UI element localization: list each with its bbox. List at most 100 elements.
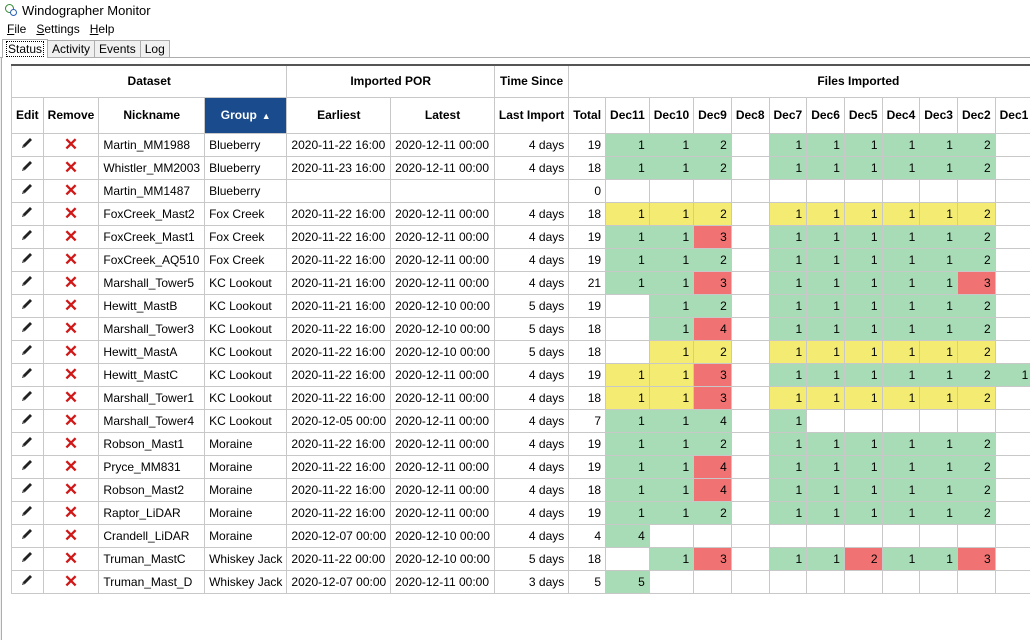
files-imported-cell: 1 xyxy=(919,316,958,341)
files-imported-cell xyxy=(994,247,1030,272)
pencil-edit-icon[interactable] xyxy=(20,366,34,380)
menu-help[interactable]: Help xyxy=(85,22,120,36)
column-header-day[interactable]: Dec5 xyxy=(843,96,883,134)
remove-x-icon[interactable]: ✕ xyxy=(63,411,79,430)
edit-cell xyxy=(11,247,44,272)
pencil-edit-icon[interactable] xyxy=(20,136,34,150)
nickname-cell: Pryce_MM831 xyxy=(98,454,206,479)
column-header-day[interactable]: Dec9 xyxy=(693,96,732,134)
files-imported-cell xyxy=(881,178,921,203)
files-imported-cell: 1 xyxy=(881,431,921,456)
remove-x-icon[interactable]: ✕ xyxy=(63,204,79,223)
column-header-day[interactable]: Dec6 xyxy=(806,96,845,134)
earliest-cell: 2020-11-22 16:00 xyxy=(286,201,392,226)
earliest-cell: 2020-11-23 16:00 xyxy=(286,155,392,180)
remove-x-icon[interactable]: ✕ xyxy=(63,365,79,384)
files-imported-cell xyxy=(768,523,808,548)
remove-x-icon[interactable]: ✕ xyxy=(63,549,79,568)
pencil-edit-icon[interactable] xyxy=(20,205,34,219)
earliest-cell: 2020-11-22 16:00 xyxy=(286,362,392,387)
tab-status[interactable]: Status xyxy=(2,39,49,58)
remove-x-icon[interactable]: ✕ xyxy=(63,434,79,453)
tab-log[interactable]: Log xyxy=(139,40,170,57)
nickname-cell: Hewitt_MastC xyxy=(98,362,206,387)
remove-x-icon[interactable]: ✕ xyxy=(63,273,79,292)
pencil-edit-icon[interactable] xyxy=(20,481,34,495)
remove-x-icon[interactable]: ✕ xyxy=(63,319,79,338)
remove-x-icon[interactable]: ✕ xyxy=(63,342,79,361)
remove-x-icon[interactable]: ✕ xyxy=(63,388,79,407)
column-header-earliest[interactable]: Earliest xyxy=(286,96,392,134)
files-imported-cell: 1 xyxy=(843,224,883,249)
remove-x-icon[interactable]: ✕ xyxy=(63,480,79,499)
latest-cell: 2020-12-11 00:00 xyxy=(390,454,495,479)
pencil-edit-icon[interactable] xyxy=(20,412,34,426)
pencil-edit-icon[interactable] xyxy=(20,458,34,472)
files-imported-cell: 1 xyxy=(919,132,958,157)
files-imported-cell xyxy=(956,408,996,433)
files-imported-cell: 1 xyxy=(768,362,808,387)
column-header-last-import[interactable]: Last Import xyxy=(493,96,570,134)
remove-x-icon[interactable]: ✕ xyxy=(63,296,79,315)
pencil-edit-icon[interactable] xyxy=(20,435,34,449)
files-imported-cell: 1 xyxy=(806,293,845,318)
column-header-nickname[interactable]: Nickname xyxy=(98,96,206,134)
remove-x-icon[interactable]: ✕ xyxy=(63,158,79,177)
files-imported-cell: 1 xyxy=(648,293,695,318)
table-row: ✕ Marshall_Tower1 KC Lookout 2020-11-22 16:… xyxy=(11,385,1030,410)
latest-cell: 2020-12-10 00:00 xyxy=(390,546,495,571)
column-header-day[interactable]: Dec11 xyxy=(605,96,650,134)
column-header-edit[interactable]: Edit xyxy=(11,96,44,134)
pencil-edit-icon[interactable] xyxy=(20,343,34,357)
remove-x-icon[interactable]: ✕ xyxy=(63,526,79,545)
column-header-latest[interactable]: Latest xyxy=(390,96,495,134)
pencil-edit-icon[interactable] xyxy=(20,573,34,587)
column-header-day[interactable]: Dec2 xyxy=(956,96,996,134)
pencil-edit-icon[interactable] xyxy=(20,320,34,334)
remove-cell: ✕ xyxy=(42,247,100,272)
pencil-edit-icon[interactable] xyxy=(20,389,34,403)
column-header-day[interactable]: Dec3 xyxy=(919,96,958,134)
column-header-group[interactable]: Group ▲ xyxy=(204,96,288,134)
column-header-day[interactable]: Dec8 xyxy=(730,96,770,134)
files-imported-cell: 1 xyxy=(843,270,883,295)
remove-x-icon[interactable]: ✕ xyxy=(63,572,79,591)
tab-activity[interactable]: Activity xyxy=(47,40,96,57)
pencil-edit-icon[interactable] xyxy=(20,182,34,196)
files-imported-cell: 1 xyxy=(648,477,695,502)
pencil-edit-icon[interactable] xyxy=(20,159,34,173)
nickname-cell: Whistler_MM2003 xyxy=(98,155,206,180)
pencil-edit-icon[interactable] xyxy=(20,527,34,541)
column-header-day[interactable]: Dec7 xyxy=(768,96,808,134)
menu-file[interactable]: File xyxy=(2,22,31,36)
remove-x-icon[interactable]: ✕ xyxy=(63,250,79,269)
pencil-edit-icon[interactable] xyxy=(20,228,34,242)
pencil-edit-icon[interactable] xyxy=(20,504,34,518)
total-cell: 18 xyxy=(568,155,607,180)
table-row: ✕ Hewitt_MastB KC Lookout 2020-11-21 16:00 2… xyxy=(11,293,1030,318)
tab-events[interactable]: Events xyxy=(94,40,141,57)
remove-x-icon[interactable]: ✕ xyxy=(63,503,79,522)
column-header-total[interactable]: Total xyxy=(568,96,607,134)
column-header-day[interactable]: Dec10 xyxy=(648,96,695,134)
pencil-edit-icon[interactable] xyxy=(20,550,34,564)
remove-x-icon[interactable]: ✕ xyxy=(63,181,79,200)
files-imported-cell xyxy=(730,293,770,318)
nickname-cell: Crandell_LiDAR xyxy=(98,523,206,548)
remove-x-icon[interactable]: ✕ xyxy=(63,227,79,246)
pencil-edit-icon[interactable] xyxy=(20,297,34,311)
remove-x-icon[interactable]: ✕ xyxy=(63,135,79,154)
latest-cell: 2020-12-11 00:00 xyxy=(390,477,495,502)
pencil-edit-icon[interactable] xyxy=(20,274,34,288)
remove-x-icon[interactable]: ✕ xyxy=(63,457,79,476)
earliest-cell: 2020-11-22 16:00 xyxy=(286,224,392,249)
files-imported-cell: 1 xyxy=(605,201,650,226)
column-header-day[interactable]: Dec4 xyxy=(881,96,921,134)
menu-settings[interactable]: Settings xyxy=(31,22,84,36)
files-imported-cell xyxy=(956,178,996,203)
pencil-edit-icon[interactable] xyxy=(20,251,34,265)
column-header-day[interactable]: Dec1 xyxy=(994,96,1030,134)
group-cell: Moraine xyxy=(204,431,288,456)
column-header-remove[interactable]: Remove xyxy=(42,96,100,134)
total-cell: 19 xyxy=(568,454,607,479)
